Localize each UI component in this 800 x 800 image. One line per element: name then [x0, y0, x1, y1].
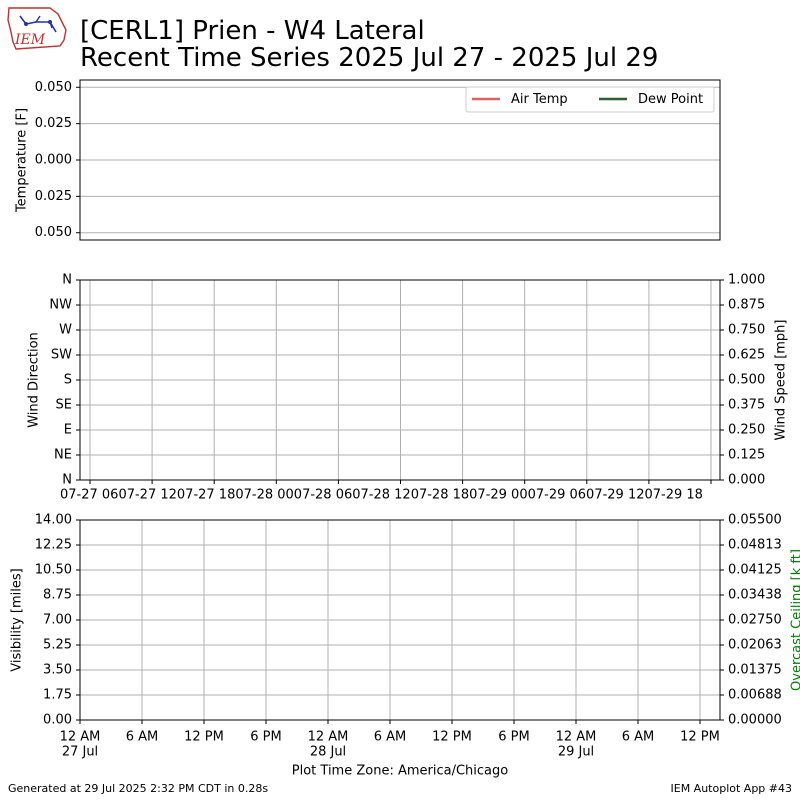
time-tick-label: 12 AM: [308, 730, 349, 745]
visibility-tick-label: 1.75: [43, 688, 72, 703]
temp-ytick-label: 0.050: [35, 225, 72, 240]
wind-direction-tick-label: W: [59, 323, 72, 338]
time-tick-label: 12 AM: [556, 730, 597, 745]
time-tick-label: 12 AM: [60, 730, 101, 745]
wind-direction-tick-label: NE: [54, 448, 72, 463]
wind-speed-tick-label: 0.750: [728, 323, 765, 338]
time-tick-label: 12 PM: [184, 730, 224, 745]
legend-box: [465, 86, 715, 113]
visibility-tick-label: 5.25: [43, 638, 72, 653]
visibility-tick-label: 7.00: [43, 613, 72, 628]
temp-ytick-label: 0.000: [35, 153, 72, 168]
visibility-tick-label: 14.00: [35, 513, 72, 528]
visibility-panel-frame: [79, 519, 721, 721]
time-tick-label: 6 PM: [498, 730, 529, 745]
visibility-tick-label: 12.25: [35, 538, 72, 553]
wind-direction-axis-label: Wind Direction: [27, 332, 42, 428]
wind-speed-tick-label: 0.375: [728, 398, 765, 413]
iem-logo: IEM: [7, 7, 67, 50]
time-tick-label: 6 AM: [622, 730, 655, 745]
chart-subtitle: Recent Time Series 2025 Jul 27 - 2025 Ju…: [80, 43, 659, 73]
ceiling-tick-label: 0.03438: [728, 588, 782, 603]
temperature-panel-frame: [79, 79, 721, 241]
ceiling-tick-label: 0.04813: [728, 538, 782, 553]
visibility-tick-label: 10.50: [35, 563, 72, 578]
wind-speed-tick-label: 0.500: [728, 373, 765, 388]
generated-note: Generated at 29 Jul 2025 2:32 PM CDT in …: [8, 782, 269, 795]
ceiling-tick-label: 0.00688: [728, 688, 782, 703]
ceiling-axis-label: Overcast Ceiling [k ft]: [790, 549, 800, 691]
wind-xtick-labels: 07-27 0607-27 1207-27 1807-28 0007-28 06…: [60, 488, 703, 503]
time-tick-label: 6 AM: [126, 730, 159, 745]
ceiling-tick-label: 0.02063: [728, 638, 782, 653]
wind-speed-tick-label: 0.875: [728, 298, 765, 313]
legend-label: Air Temp: [511, 92, 568, 107]
temperature-axis-label: Temperature [F]: [15, 108, 30, 213]
ceiling-tick-label: 0.05500: [728, 513, 782, 528]
date-tick-label: 27 Jul: [62, 745, 98, 760]
wind-speed-axis-label: Wind Speed [mph]: [774, 320, 789, 441]
wind-direction-tick-label: NW: [49, 298, 72, 313]
wind-speed-tick-label: 0.625: [728, 348, 765, 363]
wind-direction-tick-label: N: [62, 473, 72, 488]
wind-direction-tick-label: N: [62, 273, 72, 288]
ceiling-tick-label: 0.00000: [728, 713, 782, 728]
time-tick-label: 6 PM: [250, 730, 281, 745]
logo-text: IEM: [14, 32, 46, 48]
chart-title: [CERL1] Prien - W4 Lateral: [80, 16, 425, 46]
temp-ytick-label: 0.050: [35, 80, 72, 95]
wind-direction-tick-label: SW: [51, 348, 72, 363]
legend-label: Dew Point: [638, 92, 703, 107]
ceiling-tick-label: 0.02750: [728, 613, 782, 628]
wind-direction-tick-label: SE: [56, 398, 72, 413]
date-tick-label: 28 Jul: [310, 745, 346, 760]
temp-ytick-label: 0.025: [35, 189, 72, 204]
visibility-axis-label: Visibility [miles]: [10, 568, 25, 671]
wind-speed-tick-label: 0.000: [728, 473, 765, 488]
ceiling-tick-label: 0.04125: [728, 563, 782, 578]
app-note: IEM Autoplot App #43: [670, 782, 793, 795]
visibility-tick-label: 8.75: [43, 588, 72, 603]
ceiling-tick-label: 0.01375: [728, 663, 782, 678]
wind-speed-tick-label: 0.250: [728, 423, 765, 438]
time-tick-label: 12 PM: [432, 730, 472, 745]
wind-direction-tick-label: S: [64, 373, 72, 388]
wind-speed-tick-label: 0.125: [728, 448, 765, 463]
wind-speed-tick-label: 1.000: [728, 273, 765, 288]
date-tick-label: 29 Jul: [558, 745, 594, 760]
wind-direction-tick-label: E: [64, 423, 72, 438]
time-axis-label: Plot Time Zone: America/Chicago: [292, 764, 508, 779]
wind-panel-frame: [79, 279, 721, 481]
time-tick-label: 12 PM: [680, 730, 720, 745]
visibility-tick-label: 3.50: [43, 663, 72, 678]
visibility-tick-label: 0.00: [43, 713, 72, 728]
time-tick-label: 6 AM: [374, 730, 407, 745]
temp-ytick-label: 0.025: [35, 116, 72, 131]
